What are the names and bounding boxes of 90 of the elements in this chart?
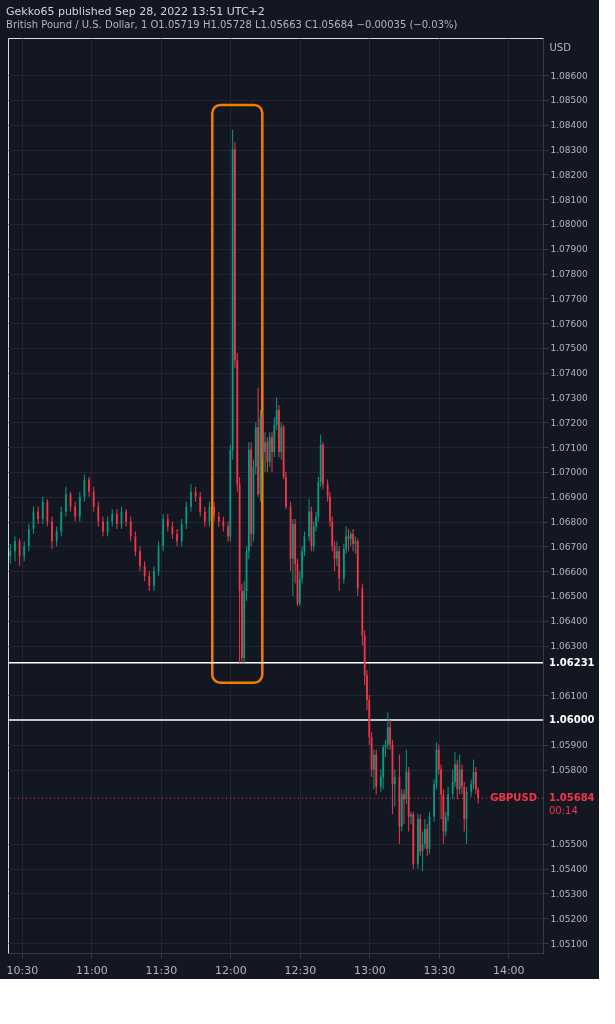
y-tick-label: 1.08500	[550, 95, 588, 106]
candlestick	[23, 540, 26, 562]
y-tick-label: 1.06400	[550, 616, 588, 627]
y-tick-label: 1.07300	[550, 393, 588, 404]
y-tick-label: 1.06900	[550, 492, 588, 503]
candlestick	[139, 545, 141, 572]
candlestick	[266, 436, 269, 473]
candlestick	[203, 506, 206, 527]
y-tick-label: 1.08200	[550, 169, 588, 180]
candlestick	[27, 523, 30, 552]
x-tick-label: 14:00	[492, 963, 525, 977]
y-tick-label: 1.05800	[550, 765, 588, 775]
x-tick-label: 11:30	[145, 963, 178, 977]
candlestick	[278, 404, 280, 458]
candlestick	[65, 486, 67, 518]
candlestick	[180, 518, 183, 547]
ref-line-label: 1.06000	[549, 713, 595, 725]
annotation: GBPUSD	[490, 792, 537, 804]
candlestick	[176, 528, 178, 547]
y-tick-label: 1.07100	[550, 442, 588, 453]
y-tick-label: 1.06100	[550, 690, 588, 701]
candlestick	[46, 498, 49, 527]
candlestick	[213, 501, 216, 523]
x-tick-label: 11:00	[76, 963, 108, 977]
candlestick	[55, 526, 58, 547]
candlestick	[78, 491, 81, 523]
candlestick	[403, 788, 405, 825]
x-tick-label: 13:00	[353, 963, 386, 977]
candlestick	[373, 749, 375, 790]
y-tick-label: 1.08400	[550, 120, 588, 131]
y-tick-label: 1.05400	[550, 864, 588, 875]
y-tick-label: 1.07800	[550, 269, 588, 280]
candlestick	[185, 501, 188, 530]
candlestick	[37, 506, 40, 525]
candlestick	[14, 535, 16, 562]
text: 00:14	[549, 805, 578, 817]
y-tick-label: 1.05500	[550, 839, 588, 850]
y-tick-label: 1.08600	[550, 70, 588, 81]
y-tick-label: 1.05200	[550, 913, 588, 924]
y-tick-label: 1.07400	[550, 368, 588, 379]
candlestick	[322, 441, 324, 490]
candlestick	[129, 516, 132, 542]
y-tick-label: 1.08000	[550, 219, 588, 230]
ref-line-label: 1.05684	[549, 792, 595, 804]
x-tick-label: 10:30	[6, 963, 39, 977]
y-tick-label: 1.05100	[550, 938, 588, 949]
y-tick-label: 1.07600	[550, 318, 588, 329]
y-tick-label: 1.06500	[550, 591, 588, 602]
candlestick	[41, 496, 44, 525]
candlestick	[308, 498, 310, 542]
y-tick-label: 1.08100	[550, 194, 588, 205]
candlestick	[148, 570, 151, 592]
x-tick-label: 12:30	[284, 963, 317, 977]
x-tick-label: 12:00	[214, 963, 247, 977]
candlestick	[153, 565, 155, 592]
y-tick-label: 1.07500	[550, 343, 588, 354]
y-tick-label: 1.06300	[550, 641, 588, 652]
chart-subtitle: British Pound / U.S. Dollar, 1 O1.05719 H1.05728 L1.05663 C1.05684 −0.00035 (−0.03%)	[6, 19, 458, 30]
y-tick-label: 1.06600	[550, 566, 588, 577]
y-tick-label: 1.05900	[550, 740, 588, 751]
y-axis-title: USD	[549, 41, 572, 53]
candlestick	[9, 543, 12, 565]
candlestick	[393, 769, 396, 808]
candlestick	[102, 516, 104, 537]
candlestick	[74, 501, 77, 523]
chart-title: Gekko65 published Sep 28, 2022 13:51 UTC+2	[6, 5, 265, 18]
candlestick	[88, 476, 90, 498]
candlestick	[134, 530, 137, 557]
y-tick-label: 1.05300	[550, 888, 588, 899]
candlestick	[410, 811, 412, 825]
candlestick	[125, 508, 128, 527]
x-tick-label: 13:30	[423, 963, 456, 977]
candlestick	[60, 506, 63, 537]
y-tick-label: 1.08300	[550, 145, 588, 156]
y-tick-label: 1.07000	[550, 467, 588, 478]
y-tick-label: 1.07200	[550, 417, 588, 428]
candlestick	[458, 754, 461, 795]
y-tick-label: 1.07900	[550, 244, 588, 255]
ref-line-label: 1.06231	[549, 656, 595, 668]
candlestick	[115, 508, 118, 530]
y-tick-label: 1.06700	[550, 541, 588, 552]
candlestick	[143, 560, 146, 582]
y-tick-label: 1.07700	[550, 293, 588, 304]
candlestick	[199, 491, 202, 518]
candlestick	[227, 521, 229, 542]
candlestick	[190, 483, 192, 513]
y-tick-label: 1.06800	[550, 517, 588, 528]
candlestick	[97, 501, 100, 527]
candlestick	[92, 486, 95, 513]
candlestick	[51, 516, 53, 550]
